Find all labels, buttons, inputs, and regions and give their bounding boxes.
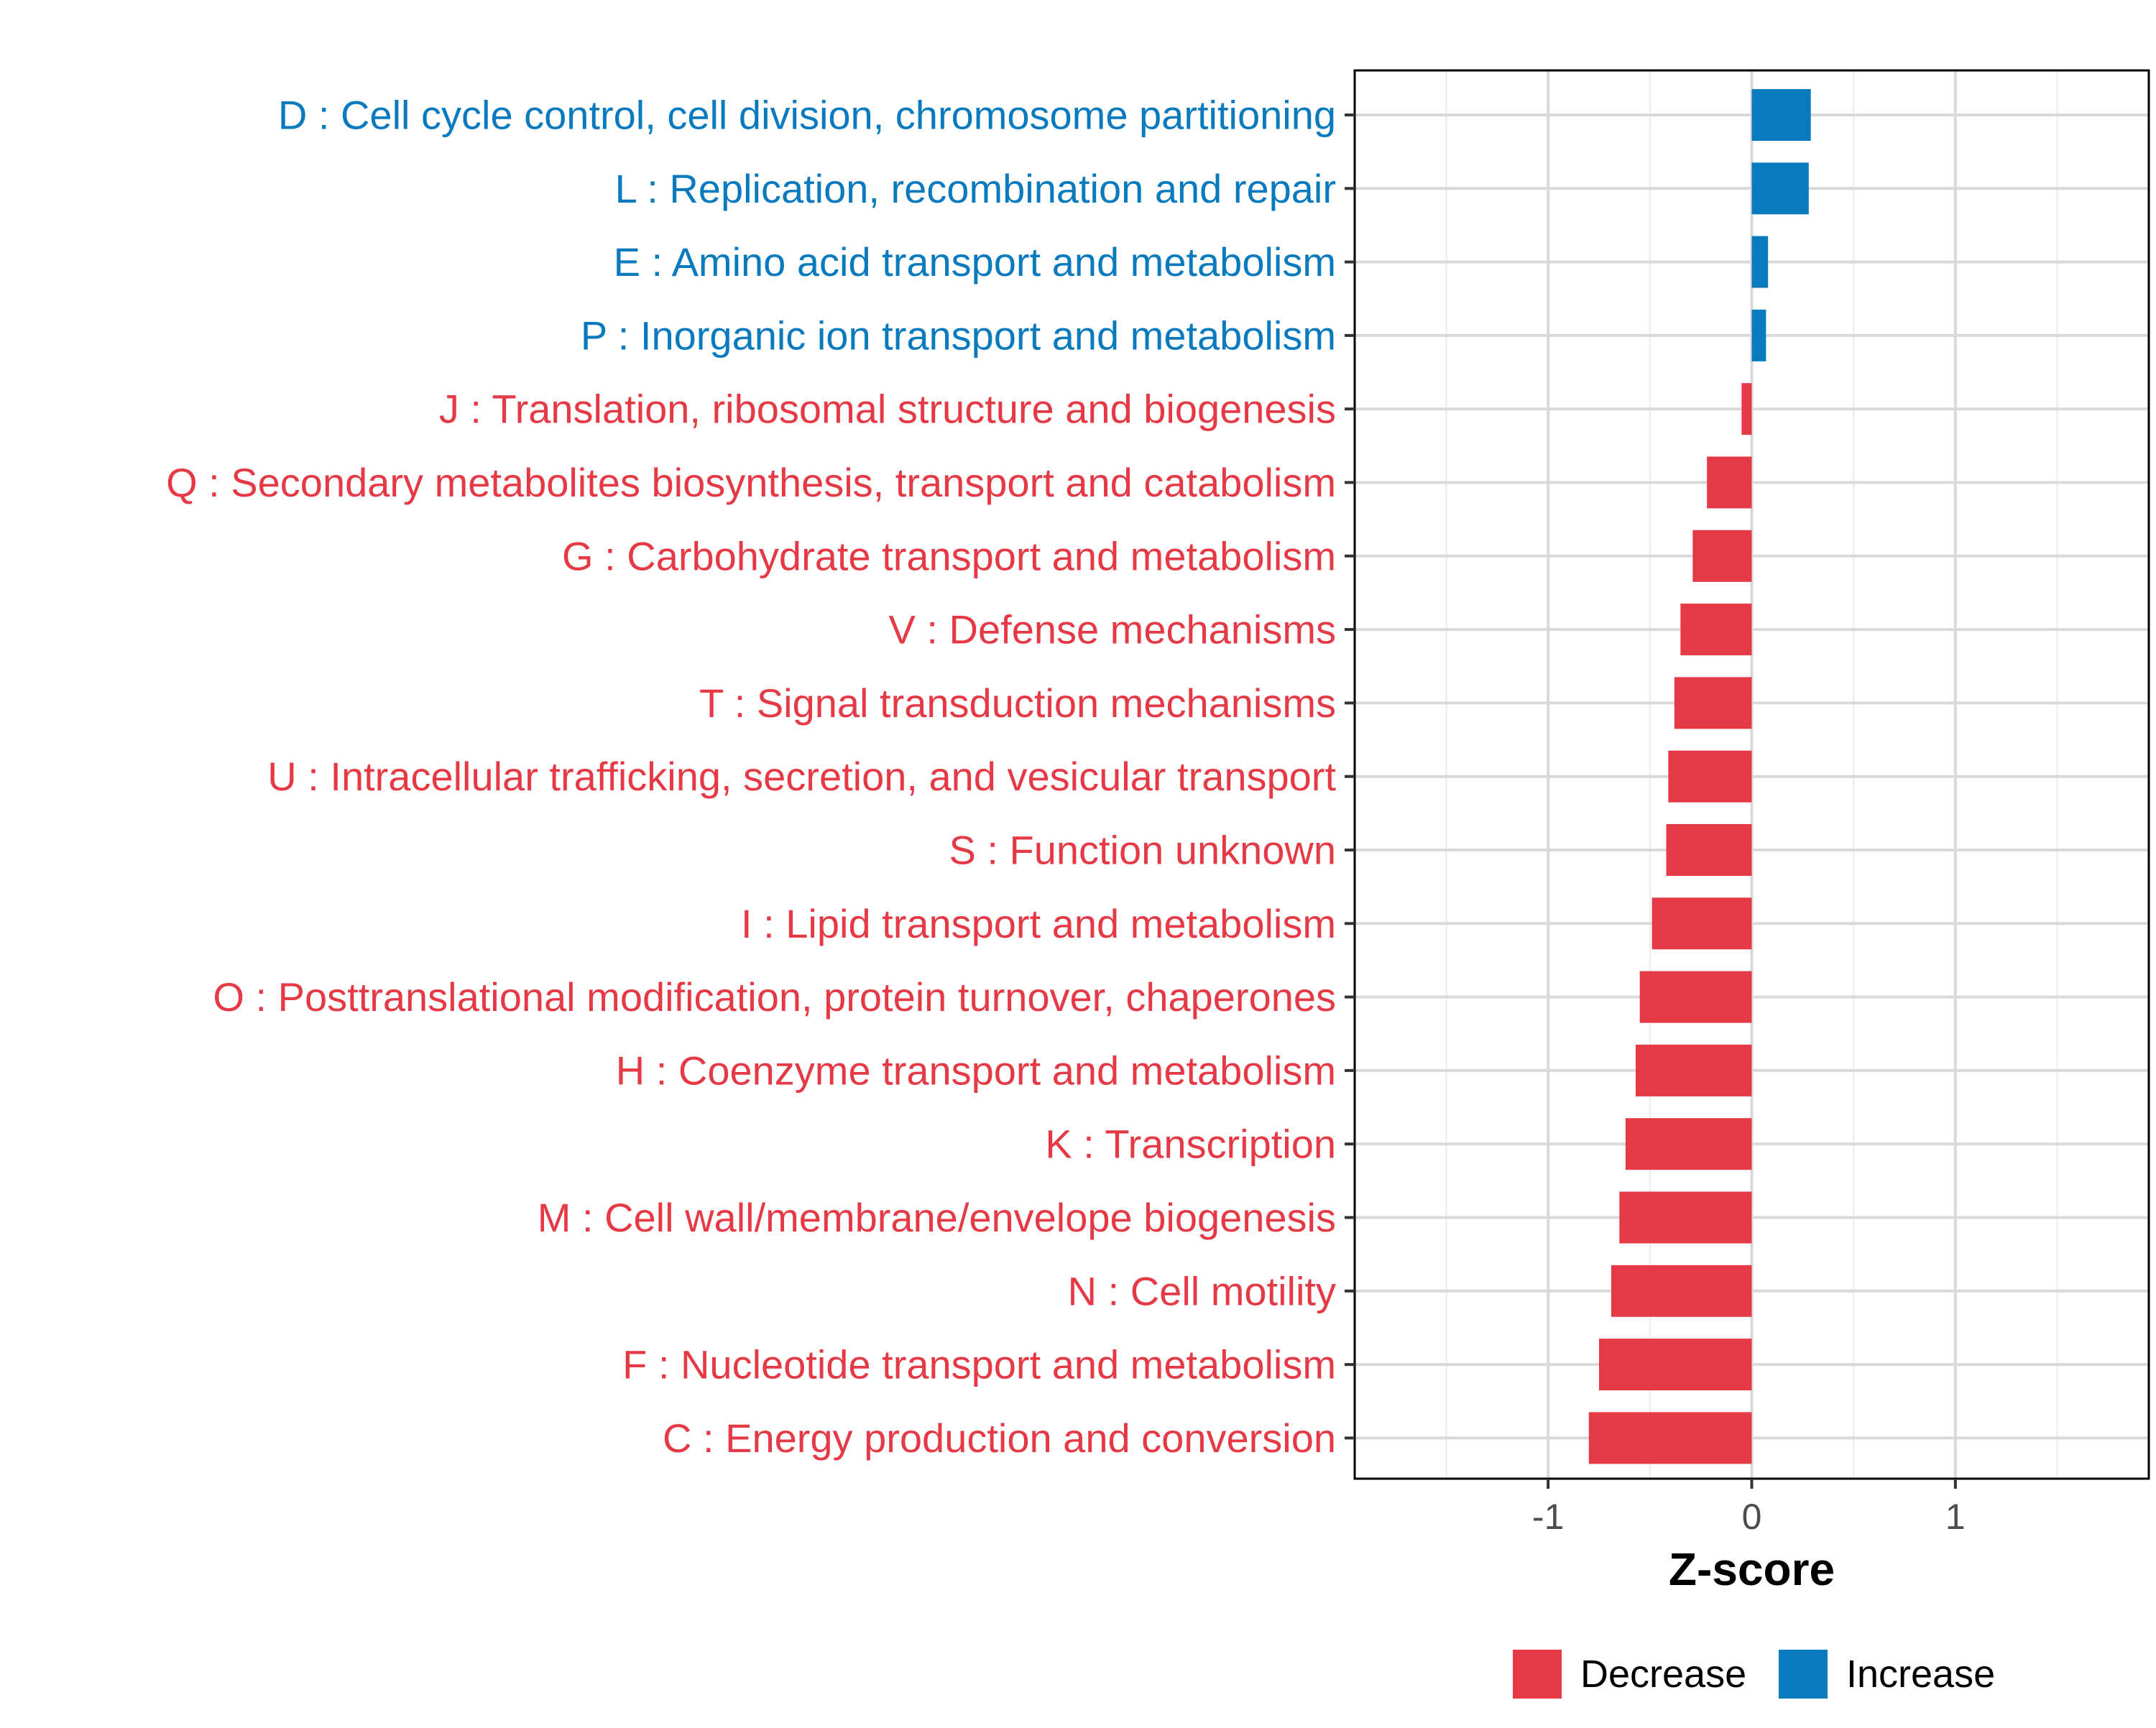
- bar-c: [1588, 1412, 1752, 1464]
- category-label: G : Carbohydrate transport and metabolis…: [562, 533, 1336, 578]
- bar-layer: [1588, 89, 1811, 1464]
- category-label: C : Energy production and conversion: [663, 1415, 1336, 1461]
- bar-q: [1707, 456, 1752, 509]
- bar-u: [1668, 750, 1752, 803]
- legend: Decrease Increase: [1513, 1650, 1995, 1699]
- x-tick-layer: -1 0 1: [1532, 1479, 1966, 1537]
- category-label: O : Posttranslational modification, prot…: [213, 974, 1336, 1020]
- bar-e: [1751, 236, 1769, 288]
- bar-v: [1680, 604, 1752, 656]
- bar-s: [1666, 824, 1752, 876]
- bar-k: [1625, 1118, 1752, 1170]
- bar-o: [1639, 971, 1752, 1023]
- category-label: T : Signal transduction mechanisms: [699, 680, 1336, 726]
- bar-d: [1751, 89, 1811, 141]
- bar-i: [1651, 897, 1752, 950]
- x-axis-title: Z-score: [1669, 1543, 1835, 1595]
- category-label: N : Cell motility: [1068, 1268, 1336, 1313]
- category-label: Q : Secondary metabolites biosynthesis, …: [166, 460, 1336, 505]
- bar-j: [1741, 383, 1752, 435]
- bar-h: [1636, 1044, 1752, 1096]
- bar-p: [1751, 309, 1766, 361]
- bar-t: [1674, 677, 1752, 729]
- legend-key-decrease: [1513, 1650, 1562, 1699]
- category-label: J : Translation, ribosomal structure and…: [439, 387, 1336, 432]
- category-label: D : Cell cycle control, cell division, c…: [278, 93, 1336, 138]
- legend-key-increase: [1779, 1650, 1828, 1699]
- legend-label-increase: Increase: [1846, 1653, 1995, 1696]
- bar-n: [1611, 1265, 1752, 1317]
- x-tick-label: -1: [1532, 1497, 1564, 1537]
- category-label: I : Lipid transport and metabolism: [741, 901, 1336, 946]
- bar-l: [1751, 162, 1809, 215]
- x-tick-label: 1: [1945, 1497, 1966, 1537]
- category-label: V : Defense mechanisms: [889, 607, 1336, 652]
- bar-g: [1692, 530, 1752, 582]
- category-label: K : Transcription: [1045, 1122, 1336, 1167]
- category-label: L : Replication, recombination and repai…: [615, 166, 1336, 211]
- category-label: M : Cell wall/membrane/envelope biogenes…: [538, 1195, 1336, 1240]
- category-label: F : Nucleotide transport and metabolism: [622, 1342, 1336, 1387]
- category-label: S : Function unknown: [949, 828, 1336, 873]
- category-label-layer: D : Cell cycle control, cell division, c…: [166, 93, 1336, 1461]
- x-tick-label: 0: [1742, 1497, 1762, 1537]
- category-label: U : Intracellular trafficking, secretion…: [267, 754, 1336, 799]
- category-label: H : Coenzyme transport and metabolism: [616, 1048, 1336, 1093]
- category-label: P : Inorganic ion transport and metaboli…: [581, 313, 1336, 358]
- y-tick-layer: [1345, 114, 1355, 1440]
- bar-f: [1599, 1339, 1752, 1391]
- legend-label-decrease: Decrease: [1580, 1653, 1746, 1696]
- bar-m: [1619, 1191, 1752, 1244]
- category-label: E : Amino acid transport and metabolism: [614, 239, 1336, 285]
